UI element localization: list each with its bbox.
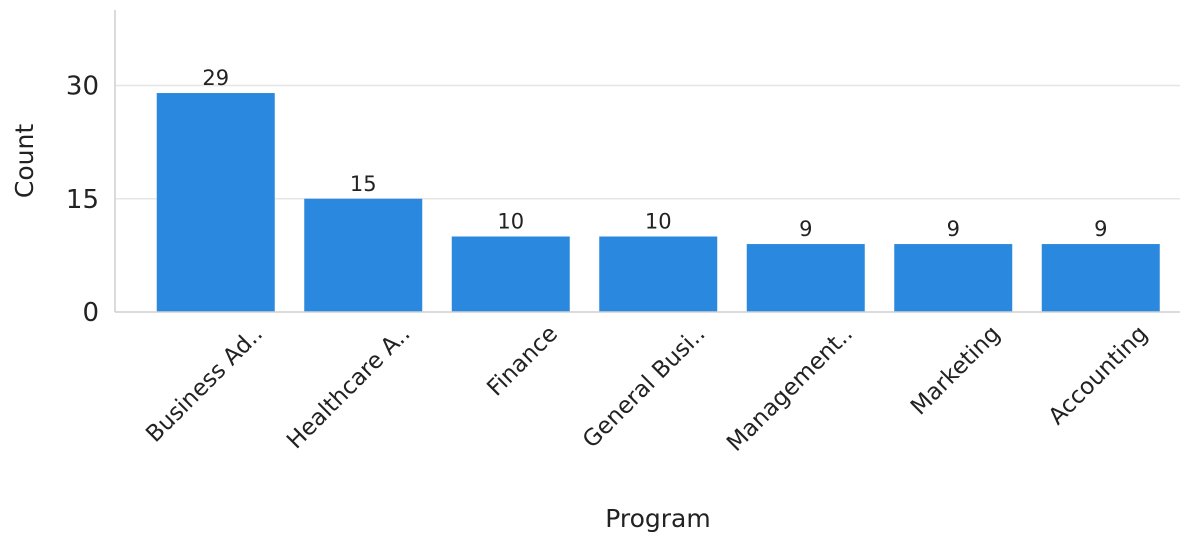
x-tick-label: Business Ad.. [141, 321, 268, 448]
bar [304, 198, 423, 312]
bars [156, 93, 1160, 312]
bar [1041, 244, 1160, 312]
bar-value-label: 15 [350, 172, 377, 196]
y-tick-label: 30 [66, 72, 99, 102]
bar-value-label: 9 [799, 217, 812, 241]
x-tick-label: General Busi.. [578, 321, 710, 453]
y-tick-label: 15 [66, 185, 99, 215]
bar [894, 244, 1013, 312]
bar-value-label: 10 [645, 210, 672, 234]
x-tick-label: Healthcare A.. [282, 321, 415, 454]
y-axis-ticks: 0 15 30 [66, 72, 99, 329]
bar-value-label: 9 [1094, 217, 1107, 241]
x-tick-label: Management.. [722, 321, 858, 457]
y-axis-title: Count [10, 124, 39, 198]
bar-value-label: 29 [202, 66, 229, 90]
bar [746, 244, 865, 312]
bar [156, 93, 275, 312]
gridlines [115, 84, 1180, 200]
bar-value-label: 9 [947, 217, 960, 241]
bar [599, 236, 718, 312]
bar-value-label: 10 [497, 210, 524, 234]
x-axis-ticks: Business Ad.. Healthcare A.. Finance Genera… [141, 321, 1153, 457]
data-labels: 29 15 10 10 9 9 9 [202, 66, 1107, 241]
x-tick-label: Accounting [1044, 321, 1153, 430]
y-tick-label: 0 [82, 298, 99, 328]
x-axis-title: Program [605, 504, 710, 533]
x-tick-label: Marketing [906, 321, 1005, 420]
x-tick-label: Finance [482, 321, 563, 402]
bar [451, 236, 570, 312]
